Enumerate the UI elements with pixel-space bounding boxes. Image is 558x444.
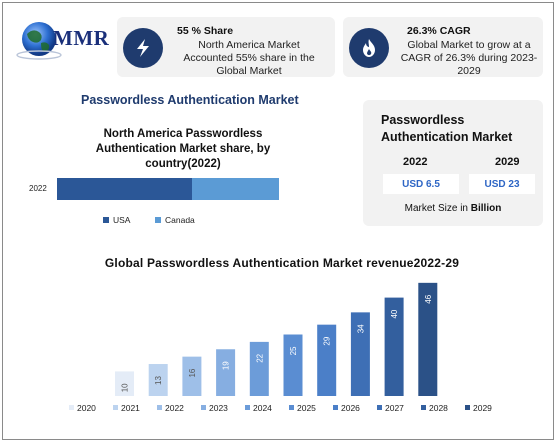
revenue-legend-label-2024: 2024 [253, 403, 272, 413]
revenue-legend-swatch-2024 [245, 405, 250, 410]
legend-canada: Canada [155, 215, 195, 225]
revenue-legend-label-2022: 2022 [165, 403, 184, 413]
cagr-title: 26.3% CAGR [407, 25, 471, 37]
revenue-data-label-2022: 16 [188, 368, 197, 377]
legend-label-canada: Canada [165, 215, 195, 225]
revenue-legend-swatch-2022 [157, 405, 162, 410]
revenue-legend-label-2025: 2025 [297, 403, 316, 413]
revenue-legend-swatch-2026 [333, 405, 338, 410]
share-card: 55 % Share North America Market Accounte… [117, 17, 335, 77]
revenue-bar-2025 [283, 334, 303, 396]
revenue-legend-2022: 2022 [157, 403, 184, 413]
share-bar-usa [57, 178, 193, 200]
revenue-data-label-2024: 22 [255, 353, 264, 362]
revenue-data-label-2026: 29 [323, 336, 332, 345]
legend-usa: USA [103, 215, 130, 225]
revenue-legend-label-2021: 2021 [121, 403, 140, 413]
market-size-title: Passwordless Authentication Market [381, 113, 513, 144]
legend-swatch-canada [155, 217, 161, 223]
revenue-bar-2021 [148, 364, 168, 396]
revenue-data-label-2025: 25 [289, 346, 298, 355]
market-size-year-2022: 2022 [403, 156, 428, 168]
revenue-legend-2024: 2024 [245, 403, 272, 413]
revenue-legend-swatch-2028 [421, 405, 426, 410]
share-chart-title: North America Passwordless Authenticatio… [95, 128, 271, 170]
cagr-card: 26.3% CAGR Global Market to grow at a CA… [343, 17, 543, 77]
revenue-legend-2023: 2023 [201, 403, 228, 413]
revenue-data-label-2027: 34 [356, 324, 365, 333]
revenue-legend-label-2020: 2020 [77, 403, 96, 413]
revenue-legend-swatch-2029 [465, 405, 470, 410]
revenue-legend-label-2029: 2029 [473, 403, 492, 413]
lightning-icon [123, 28, 163, 68]
revenue-bar-2027 [350, 312, 370, 396]
revenue-legend-label-2027: 2027 [385, 403, 404, 413]
revenue-data-label-2023: 19 [222, 361, 231, 370]
revenue-legend-label-2028: 2028 [429, 403, 448, 413]
revenue-legend-2021: 2021 [113, 403, 140, 413]
revenue-legend-swatch-2020 [69, 405, 74, 410]
market-size-footer: Market Size in Billion [404, 203, 502, 214]
infographic-frame: MMR 55 % Share North America Market Acco… [2, 2, 554, 440]
cagr-text: Global Market to grow at a CAGR of 26.3%… [400, 39, 538, 77]
revenue-legend-2029: 2029 [465, 403, 492, 413]
revenue-data-label-2021: 13 [154, 375, 163, 384]
revenue-data-label-2029: 46 [424, 294, 433, 303]
flame-icon [349, 28, 389, 68]
revenue-legend-swatch-2025 [289, 405, 294, 410]
page-title: Passwordless Authentication Market [81, 93, 299, 107]
share-bar-canada [192, 178, 279, 200]
market-size-year-2029: 2029 [495, 156, 520, 168]
globe-icon [16, 22, 62, 60]
revenue-bar-2028 [384, 297, 404, 396]
market-size-value-2029: USD 23 [469, 174, 535, 194]
share-title: 55 % Share [177, 25, 234, 37]
logo-text: MMR [53, 26, 110, 50]
revenue-legend-2027: 2027 [377, 403, 404, 413]
revenue-legend-2026: 2026 [333, 403, 360, 413]
legend-swatch-usa [103, 217, 109, 223]
revenue-chart: 10 13 16 19 22 25 29 34 40 46 2020 2021 2022 2023 2024… [69, 282, 492, 413]
revenue-data-label-2020: 10 [121, 383, 130, 392]
share-text: North America Market Accounted 55% share… [183, 39, 315, 77]
share-chart-category: 2022 [29, 184, 47, 193]
revenue-legend-swatch-2021 [113, 405, 118, 410]
revenue-bar-2020 [115, 371, 134, 396]
revenue-legend-label-2023: 2023 [209, 403, 228, 413]
revenue-chart-title: Global Passwordless Authentication Marke… [104, 256, 460, 270]
revenue-legend-swatch-2027 [377, 405, 382, 410]
revenue-legend-label-2026: 2026 [341, 403, 360, 413]
revenue-legend-2025: 2025 [289, 403, 316, 413]
revenue-bar-2026 [317, 324, 337, 396]
revenue-bar-2023 [216, 349, 236, 396]
revenue-bar-2024 [249, 341, 269, 396]
revenue-bar-2022 [182, 356, 202, 396]
market-size-value-2022: USD 6.5 [383, 174, 459, 194]
legend-label-usa: USA [113, 215, 131, 225]
revenue-legend-2028: 2028 [421, 403, 448, 413]
revenue-bar-2029 [418, 282, 438, 396]
revenue-legend-2020: 2020 [69, 403, 96, 413]
revenue-data-label-2028: 40 [390, 309, 399, 318]
market-size-card: Passwordless Authentication Market 2022 … [363, 100, 543, 226]
revenue-legend-swatch-2023 [201, 405, 206, 410]
